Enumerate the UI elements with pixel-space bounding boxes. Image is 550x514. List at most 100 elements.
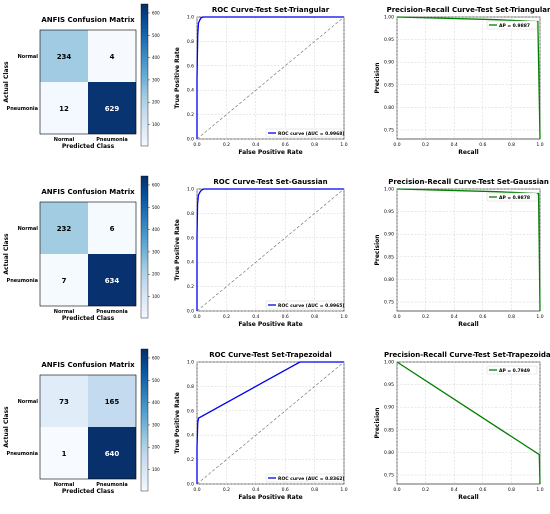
colorbar-segment (141, 462, 148, 467)
colorbar-segment (141, 480, 148, 485)
y-tick-label: 1.0 (187, 15, 194, 21)
cm-frame (39, 374, 137, 480)
cm-cell-value: 634 (105, 277, 120, 285)
y-tick-label: 0.85 (384, 254, 394, 260)
colorbar-segment (141, 356, 148, 361)
colorbar-segment (141, 114, 148, 119)
colorbar-segment (141, 25, 148, 30)
colorbar-segment (141, 142, 148, 147)
colorbar-segment (141, 110, 148, 115)
x-tick-label: 0.8 (311, 142, 318, 148)
colorbar-tick-label: 400 (152, 55, 160, 60)
colorbar-tick-label: 300 (152, 77, 160, 82)
x-tick-label: 0.4 (252, 487, 259, 493)
colorbar-segment (141, 380, 148, 385)
colorbar-segment (141, 124, 148, 129)
y-tick-label: 0.0 (187, 137, 194, 143)
colorbar-segment (141, 229, 148, 234)
colorbar-segment (141, 261, 148, 266)
cm-title: ANFIS Confusion Matrix (41, 16, 135, 24)
legend-label: ROC curve (AUC = 0.8362) (278, 476, 345, 482)
x-axis-label: Recall (458, 494, 478, 501)
colorbar-segment (141, 459, 148, 464)
y-tick-label: 0.0 (187, 309, 194, 315)
colorbar-segment (141, 416, 148, 421)
cm-cell-value: 12 (59, 105, 69, 113)
cm-cell (88, 375, 136, 427)
legend-label: ROC curve (AUC = 0.9965) (278, 303, 345, 309)
legend-label: AP = 0.7949 (499, 368, 530, 374)
colorbar-segment (141, 89, 148, 94)
y-tick-label: 0.75 (384, 127, 394, 133)
colorbar-frame (140, 175, 149, 319)
cm-frame (39, 201, 137, 307)
x-tick-label: 0.0 (193, 487, 200, 493)
colorbar-segment (141, 135, 148, 140)
colorbar-segment (141, 359, 148, 364)
colorbar-segment (141, 384, 148, 389)
colorbar-segment (141, 43, 148, 48)
colorbar-segment (141, 193, 148, 198)
colorbar-segment (141, 275, 148, 280)
colorbar-segment (141, 434, 148, 439)
colorbar-segment (141, 366, 148, 371)
colorbar-segment (141, 225, 148, 230)
y-tick-label: 1.00 (384, 187, 394, 193)
cm-y-tick: Pneumonia (7, 451, 38, 457)
colorbar-segment (141, 409, 148, 414)
cm-cell-value: 234 (57, 53, 72, 61)
x-tick-label: 0.2 (422, 142, 429, 148)
y-tick-label: 0.8 (187, 39, 194, 45)
colorbar-segment (141, 183, 148, 188)
colorbar-segment (141, 7, 148, 12)
y-tick-label: 0.6 (187, 63, 194, 69)
colorbar-segment (141, 444, 148, 449)
colorbar-segment (141, 310, 148, 315)
colorbar-segment (141, 363, 148, 368)
curve-line (396, 361, 541, 485)
colorbar-segment (141, 176, 148, 181)
y-tick-label: 0.6 (187, 235, 194, 241)
colorbar-frame (140, 3, 149, 147)
cm-ylabel: Actual Class (3, 406, 10, 448)
x-axis-label: False Positive Rate (238, 494, 302, 501)
cm-xlabel: Predicted Class (62, 488, 115, 495)
colorbar-segment (141, 430, 148, 435)
colorbar-segment (141, 377, 148, 382)
colorbar-segment (141, 441, 148, 446)
legend-label: ROC curve (AUC = 0.9968) (278, 131, 345, 137)
colorbar-segment (141, 373, 148, 378)
x-tick-label: 0.0 (193, 142, 200, 148)
y-tick-label: 0.90 (384, 405, 394, 411)
colorbar-tick-label: 600 (152, 182, 160, 187)
colorbar-segment (141, 32, 148, 37)
cm-y-tick: Pneumonia (7, 278, 38, 284)
colorbar-segment (141, 78, 148, 83)
colorbar-segment (141, 455, 148, 460)
chance-line (196, 16, 345, 140)
colorbar-segment (141, 4, 148, 9)
plot-title: ROC Curve-Test Set-Trapezoidal (209, 351, 332, 359)
colorbar-segment (141, 370, 148, 375)
cm-cell (88, 30, 136, 82)
y-tick-label: 0.75 (384, 299, 394, 305)
colorbar-segment (141, 300, 148, 305)
colorbar-tick-label: 100 (152, 294, 160, 299)
colorbar-segment (141, 473, 148, 478)
x-tick-label: 0.2 (422, 314, 429, 320)
colorbar-segment (141, 200, 148, 205)
plot-frame (396, 361, 541, 485)
x-tick-label: 1.0 (536, 487, 543, 493)
colorbar-segment (141, 21, 148, 26)
y-tick-label: 0.80 (384, 277, 394, 283)
colorbar-segment (141, 179, 148, 184)
colorbar-tick-label: 600 (152, 10, 160, 15)
plot-title: Precision-Recall Curve-Test Set-Gaussian (388, 178, 549, 186)
legend-label: AP = 0.9878 (499, 195, 530, 201)
colorbar-tick-label: 300 (152, 249, 160, 254)
colorbar-segment (141, 222, 148, 227)
y-tick-label: 0.95 (384, 37, 394, 43)
colorbar-tick-label: 400 (152, 400, 160, 405)
cm-cell-value: 165 (105, 398, 120, 406)
y-tick-label: 0.4 (187, 88, 194, 94)
